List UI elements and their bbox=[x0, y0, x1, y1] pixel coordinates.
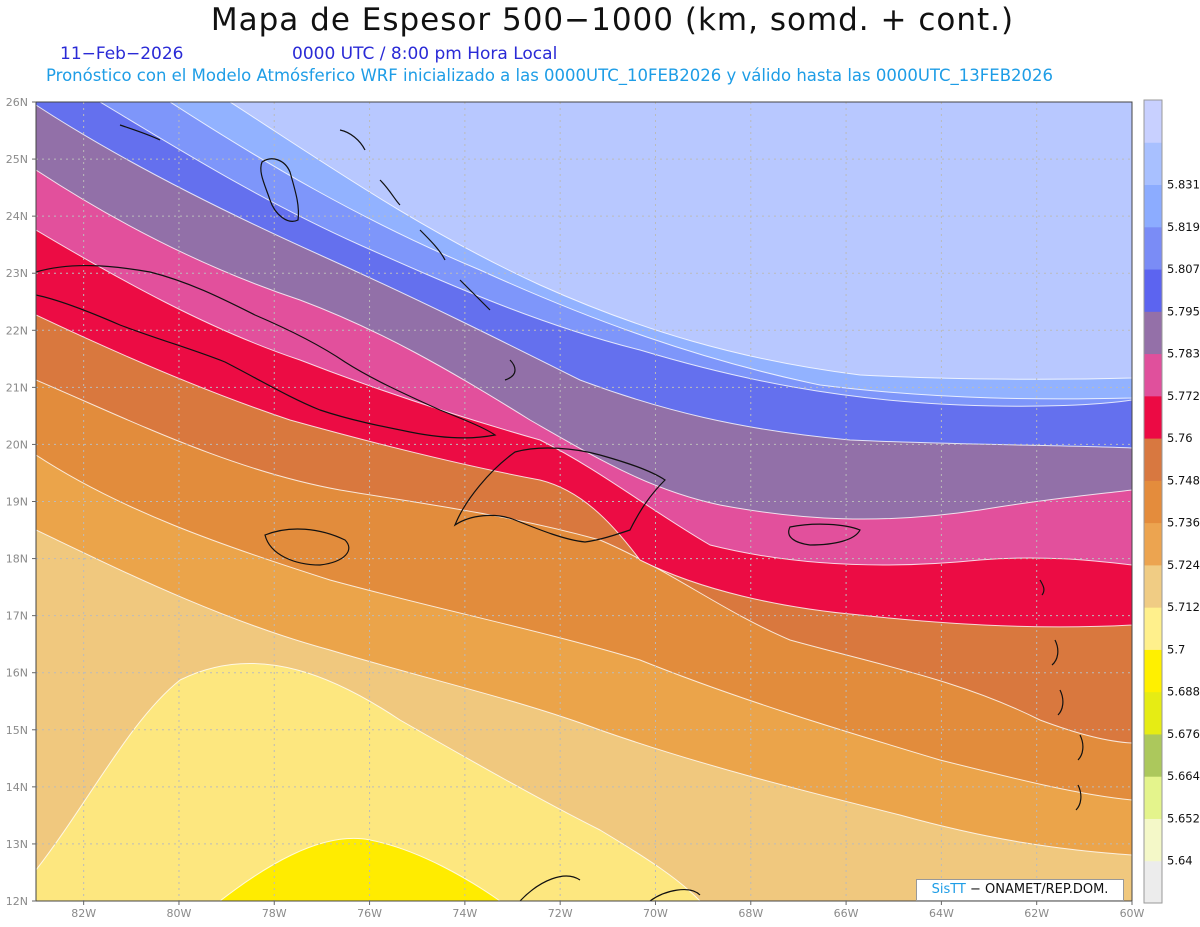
lesser-antilles bbox=[1039, 579, 1084, 811]
colorbar-swatch bbox=[1144, 776, 1162, 819]
colorbar-label: 5.676 bbox=[1167, 727, 1200, 741]
lat-tick-label: 25N bbox=[6, 153, 28, 166]
colorbar-swatch bbox=[1144, 311, 1162, 355]
colorbar-frame bbox=[1143, 99, 1163, 904]
lat-lon-gridlines bbox=[36, 102, 1132, 901]
lat-tick-label: 19N bbox=[6, 496, 28, 509]
longitude-tick-labels: 82W 80W 78W 76W 74W 72W 70W 68W 66W 64W 62W 60W bbox=[71, 901, 1145, 920]
contour-band-5.76 bbox=[36, 662, 701, 901]
colorbar-swatch bbox=[1144, 564, 1162, 608]
colorbar-swatch bbox=[1144, 607, 1162, 650]
credit-brand: SisTT bbox=[931, 882, 966, 897]
colorbar-label: 5.724 bbox=[1167, 558, 1200, 572]
colorbar-label: 5.819 bbox=[1167, 220, 1200, 234]
lon-tick-label: 70W bbox=[643, 907, 668, 920]
lon-tick-label: 76W bbox=[357, 907, 382, 920]
forecast-time: 0000 UTC / 8:00 pm Hora Local bbox=[292, 44, 558, 64]
colorbar-label: 5.831 bbox=[1167, 178, 1200, 192]
latitude-tick-labels: 12N 13N 14N 15N 16N 17N 18N 19N 20N 21N 22N 23N 24N 2… bbox=[6, 96, 36, 908]
lon-tick-label: 72W bbox=[548, 907, 573, 920]
hispaniola-coastline bbox=[453, 447, 666, 543]
colorbar-swatch bbox=[1144, 100, 1162, 143]
lat-tick-label: 12N bbox=[6, 895, 28, 908]
map-plot-area bbox=[36, 102, 1132, 901]
colorbar-label: 5.64 bbox=[1167, 854, 1193, 868]
lat-tick-label: 23N bbox=[6, 267, 28, 280]
lon-tick-label: 82W bbox=[71, 907, 96, 920]
jamaica-coastline bbox=[264, 528, 350, 566]
colorbar-swatch bbox=[1144, 860, 1162, 904]
lat-tick-label: 20N bbox=[6, 438, 28, 451]
colorbar-swatch bbox=[1144, 818, 1162, 862]
lon-tick-label: 80W bbox=[167, 907, 192, 920]
lat-tick-label: 22N bbox=[6, 324, 28, 337]
colorbar-label: 5.807 bbox=[1167, 262, 1200, 276]
colorbar-label: 5.652 bbox=[1167, 811, 1200, 825]
lat-tick-label: 16N bbox=[6, 667, 28, 680]
lat-tick-label: 17N bbox=[6, 610, 28, 623]
bahamas-andros bbox=[260, 158, 300, 222]
coastlines bbox=[36, 124, 1084, 901]
lat-tick-label: 13N bbox=[6, 838, 28, 851]
lon-tick-label: 78W bbox=[262, 907, 287, 920]
lat-tick-label: 26N bbox=[6, 96, 28, 109]
colorbar-swatch bbox=[1144, 142, 1162, 186]
colorbar-label: 5.748 bbox=[1167, 473, 1200, 487]
colorbar-swatch bbox=[1144, 269, 1162, 312]
lon-tick-label: 66W bbox=[834, 907, 859, 920]
colorbar-label: 5.772 bbox=[1167, 389, 1200, 403]
colorbar-swatch bbox=[1144, 438, 1162, 481]
puerto-rico-coastline bbox=[788, 523, 861, 546]
colorbar-label: 5.664 bbox=[1167, 769, 1200, 783]
credit-text: − ONAMET/REP.DOM. bbox=[965, 882, 1109, 897]
central-america-coast bbox=[519, 875, 701, 901]
colorbar-swatch bbox=[1144, 649, 1162, 693]
colorbar-label: 5.783 bbox=[1167, 347, 1200, 361]
lon-tick-label: 62W bbox=[1024, 907, 1049, 920]
florida-keys bbox=[119, 124, 161, 141]
cuba-coastline bbox=[36, 264, 497, 439]
colorbar-label: 5.688 bbox=[1167, 685, 1200, 699]
colorbar-label: 5.736 bbox=[1167, 516, 1200, 530]
lon-tick-label: 74W bbox=[452, 907, 477, 920]
forecast-date: 11−Feb−2026 bbox=[60, 44, 184, 64]
colorbar-label: 5.795 bbox=[1167, 304, 1200, 318]
colorbar-label: 5.76 bbox=[1167, 431, 1193, 445]
colorbar-swatch bbox=[1144, 184, 1162, 228]
lat-tick-label: 21N bbox=[6, 381, 28, 394]
lat-tick-label: 18N bbox=[6, 553, 28, 566]
colorbar bbox=[1143, 99, 1163, 904]
colorbar-swatch bbox=[1144, 480, 1162, 524]
colorbar-label: 5.7 bbox=[1167, 642, 1185, 656]
colorbar-swatch bbox=[1144, 226, 1162, 270]
colorbar-swatch bbox=[1144, 522, 1162, 566]
map-title: Mapa de Espesor 500−1000 (km, somd. + co… bbox=[210, 2, 1015, 38]
lon-tick-label: 64W bbox=[929, 907, 954, 920]
lat-tick-label: 15N bbox=[6, 724, 28, 737]
lat-tick-label: 24N bbox=[6, 210, 28, 223]
colorbar-swatch bbox=[1144, 395, 1162, 439]
lat-tick-label: 14N bbox=[6, 781, 28, 794]
contour-band-lowest bbox=[229, 102, 1132, 380]
colorbar-swatch bbox=[1144, 691, 1162, 735]
lon-tick-label: 68W bbox=[738, 907, 763, 920]
credit-box: SisTT − ONAMET/REP.DOM. bbox=[916, 879, 1124, 901]
lon-tick-label: 60W bbox=[1120, 907, 1145, 920]
colorbar-label: 5.712 bbox=[1167, 600, 1200, 614]
colorbar-swatch bbox=[1144, 353, 1162, 397]
forecast-subtitle: Pronóstico con el Modelo Atmósferico WRF… bbox=[46, 66, 1054, 85]
colorbar-labels: 5.64 5.652 5.664 5.676 5.688 5.7 5.712 5.724 5.7… bbox=[1167, 178, 1200, 868]
bahamas-islands bbox=[339, 129, 516, 381]
colorbar-swatch bbox=[1144, 733, 1162, 777]
